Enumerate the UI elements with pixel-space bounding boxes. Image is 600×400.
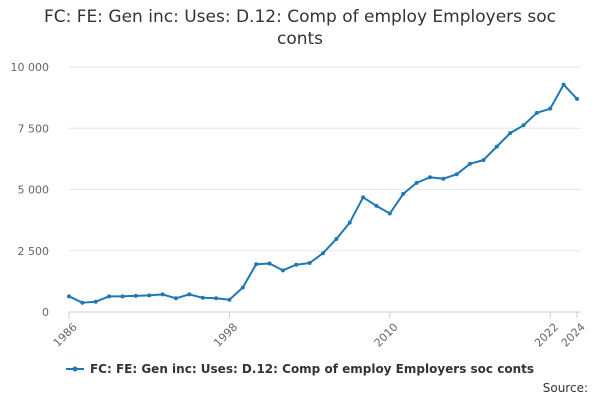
data-point[interactable] [200,295,205,300]
data-point[interactable] [107,294,112,299]
data-point[interactable] [548,106,553,111]
data-point[interactable] [494,144,499,149]
y-tick-label: 2 500 [18,245,50,258]
data-point[interactable] [361,195,366,200]
data-point[interactable] [427,175,432,180]
y-tick-label: 10 000 [11,61,50,74]
data-point[interactable] [561,82,566,87]
data-point[interactable] [414,180,419,185]
legend[interactable]: FC: FE: Gen inc: Uses: D.12: Comp of emp… [0,362,600,376]
data-point[interactable] [401,191,406,196]
data-point[interactable] [214,296,219,301]
data-point[interactable] [321,251,325,256]
data-point[interactable] [347,220,352,225]
chart-title: FC: FE: Gen inc: Uses: D.12: Comp of emp… [43,7,557,49]
y-tick-label: 5 000 [18,184,50,197]
data-point[interactable] [521,123,526,128]
data-point[interactable] [481,158,486,163]
data-point[interactable] [307,261,312,265]
data-point[interactable] [227,297,232,302]
data-point[interactable] [93,299,98,304]
data-point[interactable] [294,262,299,267]
series-layer [67,82,579,305]
data-point[interactable] [80,300,85,305]
data-point[interactable] [387,211,392,216]
data-point[interactable] [187,292,192,297]
series-line [68,83,578,304]
data-point[interactable] [334,236,339,241]
data-point[interactable] [534,110,539,115]
data-point[interactable] [133,293,138,298]
data-point[interactable] [267,261,272,266]
x-tick-label: 1986 [51,321,80,350]
x-tick-label: 2010 [372,321,401,350]
data-point[interactable] [147,293,152,298]
data-point[interactable] [173,296,178,301]
source-label: Source: [542,381,588,395]
data-point[interactable] [280,268,285,273]
data-point[interactable] [575,96,579,101]
data-point[interactable] [508,131,513,136]
data-point[interactable] [120,294,125,299]
gridlines [69,66,581,252]
data-point[interactable] [441,176,446,181]
x-tick-label: 1998 [211,321,240,350]
data-point[interactable] [374,203,379,208]
axes: 0 2 500 5 000 7 500 10 000 1986 1998 2010 202220… [11,61,588,350]
x-tick-label: 2024 [559,321,588,350]
data-point[interactable] [67,294,71,299]
data-point[interactable] [240,285,245,290]
y-tick-label: 7 500 [18,122,50,135]
data-point[interactable] [468,161,473,166]
legend-label: FC: FE: Gen inc: Uses: D.12: Comp of emp… [89,362,534,376]
data-point[interactable] [454,172,459,177]
y-tick-label: 0 [42,306,49,319]
data-point[interactable] [254,262,259,267]
x-tick-label: 2022 [532,321,561,350]
data-point[interactable] [160,292,165,297]
legend-line-marker-icon [65,364,84,374]
